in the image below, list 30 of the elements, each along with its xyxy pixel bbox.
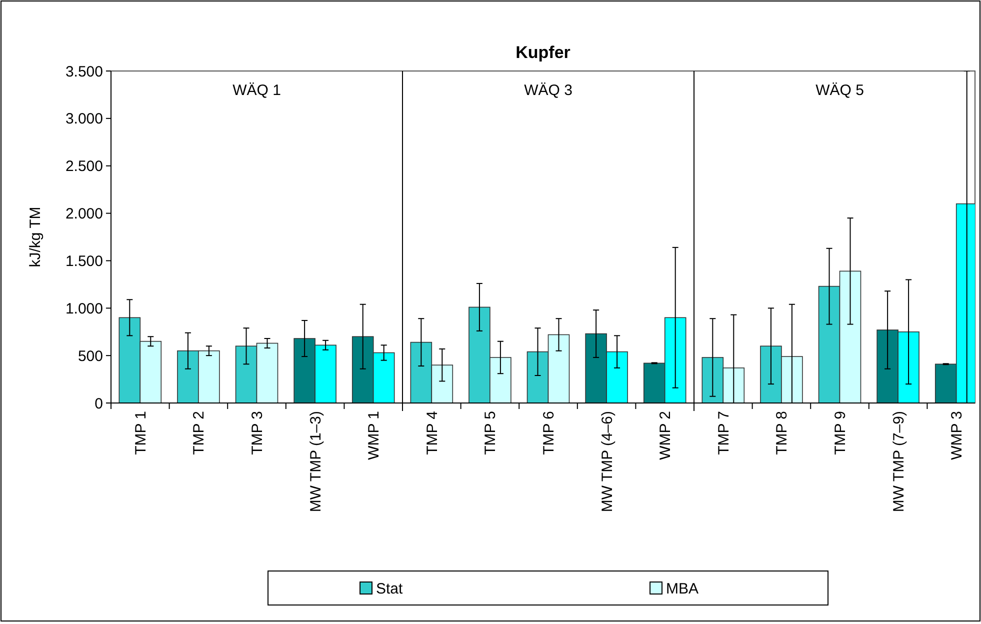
- y-tick-label: 500: [78, 348, 103, 365]
- y-tick-label: 3.500: [65, 63, 103, 80]
- chart-title: Kupfer: [516, 43, 571, 62]
- x-tick-label: TMP 4: [424, 411, 441, 455]
- x-tick-label: MW TMP (1–3): [307, 411, 324, 512]
- x-tick-label: WMP 2: [657, 411, 674, 460]
- annotation: WÄQ 1: [232, 82, 281, 99]
- x-tick-label: MW TMP (7–9): [890, 411, 908, 512]
- y-axis-title: kJ/kg TM: [27, 206, 44, 268]
- legend-label: Stat: [376, 580, 404, 598]
- x-tick-label: TMP 7: [715, 411, 732, 455]
- x-tick-label: WMP 3: [948, 411, 966, 460]
- y-tick-label: 3.000: [65, 110, 103, 128]
- y-tick-label: 1.500: [65, 252, 103, 270]
- x-tick-label: TMP 3: [249, 411, 266, 455]
- y-tick-label: 2.000: [65, 206, 103, 223]
- x-tick-label: TMP 8: [774, 411, 791, 455]
- x-tick-label: TMP 9: [832, 411, 849, 455]
- x-tick-label: TMP 2: [190, 411, 208, 455]
- x-tick-label: TMP 5: [482, 411, 500, 455]
- x-tick-label: MW TMP (4–6): [598, 411, 616, 512]
- annotation: WÄQ 5: [816, 82, 864, 99]
- y-tick-label: 2.500: [65, 158, 103, 176]
- annotation: WÄQ 3: [524, 82, 572, 99]
- y-tick-label: 1.000: [65, 300, 103, 318]
- x-tick-label: WMP 1: [366, 411, 383, 460]
- x-tick-label: TMP 1: [132, 411, 150, 455]
- y-tick-label: 0: [94, 395, 103, 412]
- x-tick-label: TMP 6: [540, 411, 558, 455]
- legend-label: MBA: [666, 580, 699, 598]
